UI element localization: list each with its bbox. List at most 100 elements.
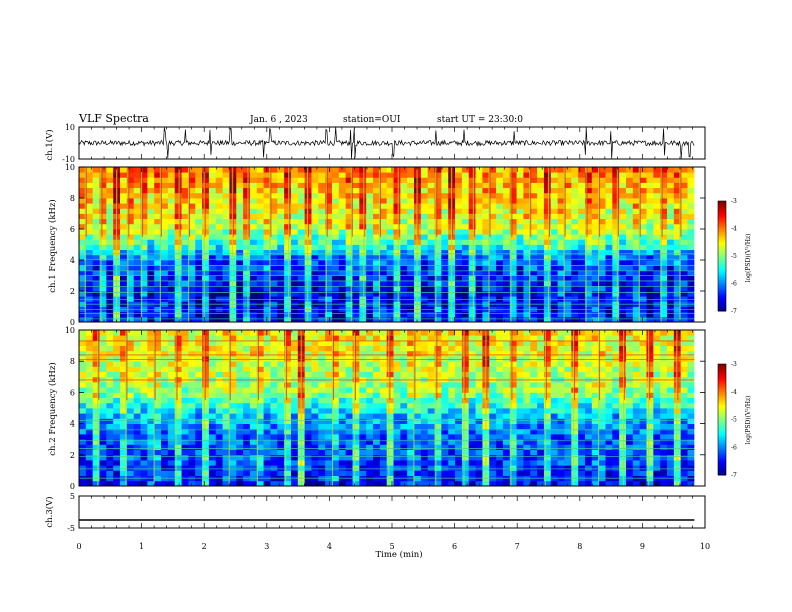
ch2-spec-cell bbox=[359, 428, 367, 435]
ch2-spec-cell bbox=[284, 387, 292, 393]
ch1-spec-cell bbox=[352, 198, 360, 204]
ch2-spec-cell bbox=[605, 454, 613, 461]
ch1-spec-cell bbox=[646, 192, 654, 199]
ch1-spec-cell bbox=[311, 182, 319, 189]
ch1-spec-cell bbox=[345, 244, 353, 251]
ch2-spec-cell bbox=[256, 465, 265, 471]
ch1-spec-cell bbox=[208, 203, 217, 209]
ch1-spec-cell bbox=[311, 244, 319, 251]
ch1-spec-cell bbox=[523, 229, 531, 235]
ch2-spec-cell bbox=[359, 454, 367, 461]
ch2-spec-cell bbox=[113, 382, 121, 388]
ch1-spec-cell bbox=[489, 234, 497, 240]
ch1-spec-cell bbox=[516, 229, 524, 235]
ch2-spec-cell bbox=[277, 392, 285, 398]
ch2-spec-cell bbox=[352, 460, 360, 466]
ch1-spec-cell bbox=[222, 285, 230, 292]
ch1-spec-cell bbox=[277, 296, 285, 302]
ch1-spec-cell bbox=[530, 208, 538, 214]
ch2-spec-cell bbox=[441, 382, 449, 388]
ch1-spec-cell bbox=[79, 177, 87, 183]
ch1-spec-cell bbox=[516, 208, 524, 214]
ch1-spec-cell bbox=[325, 316, 333, 323]
ch1-spec-cell bbox=[591, 213, 600, 220]
ch2-spec-cell bbox=[584, 465, 593, 471]
ch1-spec-cell bbox=[79, 172, 87, 178]
ch2-spec-cell bbox=[99, 434, 107, 440]
ch2-spec-cell bbox=[140, 465, 148, 471]
ch1-spec-cell bbox=[92, 192, 100, 199]
ch1-spec-cell bbox=[420, 182, 429, 189]
ch1-spec-cell bbox=[352, 192, 360, 199]
ch1-spec-cell bbox=[338, 218, 347, 225]
ch1-spec-cell bbox=[543, 239, 552, 245]
ch2-spec-cell bbox=[646, 434, 654, 440]
ch2-spec-cell bbox=[502, 382, 511, 388]
ch1-spec-cell bbox=[400, 172, 408, 178]
ch2-spec-cell bbox=[325, 465, 333, 471]
ch2-spec-cell bbox=[530, 382, 538, 388]
ch1-spec-cell bbox=[106, 265, 114, 271]
ch1-spec-cell bbox=[318, 291, 326, 297]
ch1-spec-cell bbox=[441, 229, 449, 235]
ch2-spec-cell bbox=[188, 423, 196, 430]
ch2-spec-cell bbox=[386, 460, 394, 466]
ch2-spec-cell bbox=[400, 418, 408, 424]
ch2-spec-cell bbox=[427, 444, 435, 450]
ch2-spec-cell bbox=[502, 439, 511, 445]
ch2-spec-cell bbox=[509, 382, 517, 388]
ch2-spec-cell bbox=[236, 382, 244, 388]
ch2-spec-cell bbox=[653, 402, 661, 409]
ch1-spec-cell bbox=[249, 260, 258, 266]
ch2-spec-cell bbox=[154, 392, 162, 398]
ch2-spec-cell bbox=[407, 392, 415, 398]
ch1-spec-cell bbox=[290, 316, 299, 323]
ch1-spec-cell bbox=[249, 265, 258, 271]
ch1-spec-cell bbox=[99, 275, 107, 282]
ch2-spec-cell bbox=[434, 465, 442, 471]
ch1-spec-cell bbox=[352, 229, 360, 235]
ch2-spec-cell bbox=[639, 397, 647, 404]
ch1-spec-cell bbox=[359, 275, 367, 282]
ch2-spec-cell bbox=[612, 418, 620, 424]
ch2-spec-cell bbox=[468, 460, 476, 466]
ch1-spec-cell bbox=[420, 187, 429, 194]
ch1-spec-cell bbox=[85, 187, 94, 194]
ch2-spec-cell bbox=[120, 465, 128, 471]
ch2-spec-cell bbox=[489, 449, 497, 456]
ch1-spec-cell bbox=[222, 167, 230, 173]
ch2-spec-cell bbox=[366, 371, 374, 378]
ch2-spec-cell bbox=[468, 413, 476, 419]
ch1-spec-cell bbox=[366, 249, 374, 256]
ch2-spec-cell bbox=[673, 418, 682, 424]
ch1-spec-cell bbox=[133, 316, 141, 323]
ch1-spec-cell bbox=[85, 239, 94, 245]
ch2-spec-cell bbox=[311, 371, 319, 378]
ch2-spec-cell bbox=[195, 371, 203, 378]
ch2-spec-cell bbox=[161, 434, 169, 440]
ch2-spec-cell bbox=[256, 392, 265, 398]
ch1-spec-cell bbox=[550, 229, 559, 235]
ch1-spec-cell bbox=[475, 229, 483, 235]
ch2-spec-cell bbox=[311, 418, 319, 424]
ch2-spec-cell bbox=[557, 449, 565, 456]
ch1-spec-cell bbox=[537, 223, 545, 230]
ch1-spec-cell bbox=[79, 167, 87, 173]
ch1-spec-cell bbox=[236, 187, 244, 194]
ch1-spec-cell bbox=[619, 280, 627, 287]
ch2-spec-cell bbox=[195, 408, 203, 414]
ch1-spec-cell bbox=[557, 203, 565, 209]
ch2-spec-cell bbox=[393, 392, 401, 398]
ch2-spec-cell bbox=[455, 465, 463, 471]
ch1-spec-cell bbox=[434, 316, 442, 323]
ch1-spec-cell bbox=[502, 285, 511, 292]
ch1-spec-cell bbox=[99, 249, 107, 256]
ch2-spec-cell bbox=[181, 465, 189, 471]
ch1-spec-cell bbox=[543, 218, 552, 225]
ch1-spec-cell bbox=[502, 316, 511, 323]
ch2-spec-cell bbox=[92, 470, 100, 476]
ch2-spec-cell bbox=[270, 392, 278, 398]
ch1-spec-cell bbox=[591, 244, 600, 251]
ch1-spec-cell bbox=[359, 244, 367, 251]
ch1-spec-cell bbox=[133, 265, 141, 271]
